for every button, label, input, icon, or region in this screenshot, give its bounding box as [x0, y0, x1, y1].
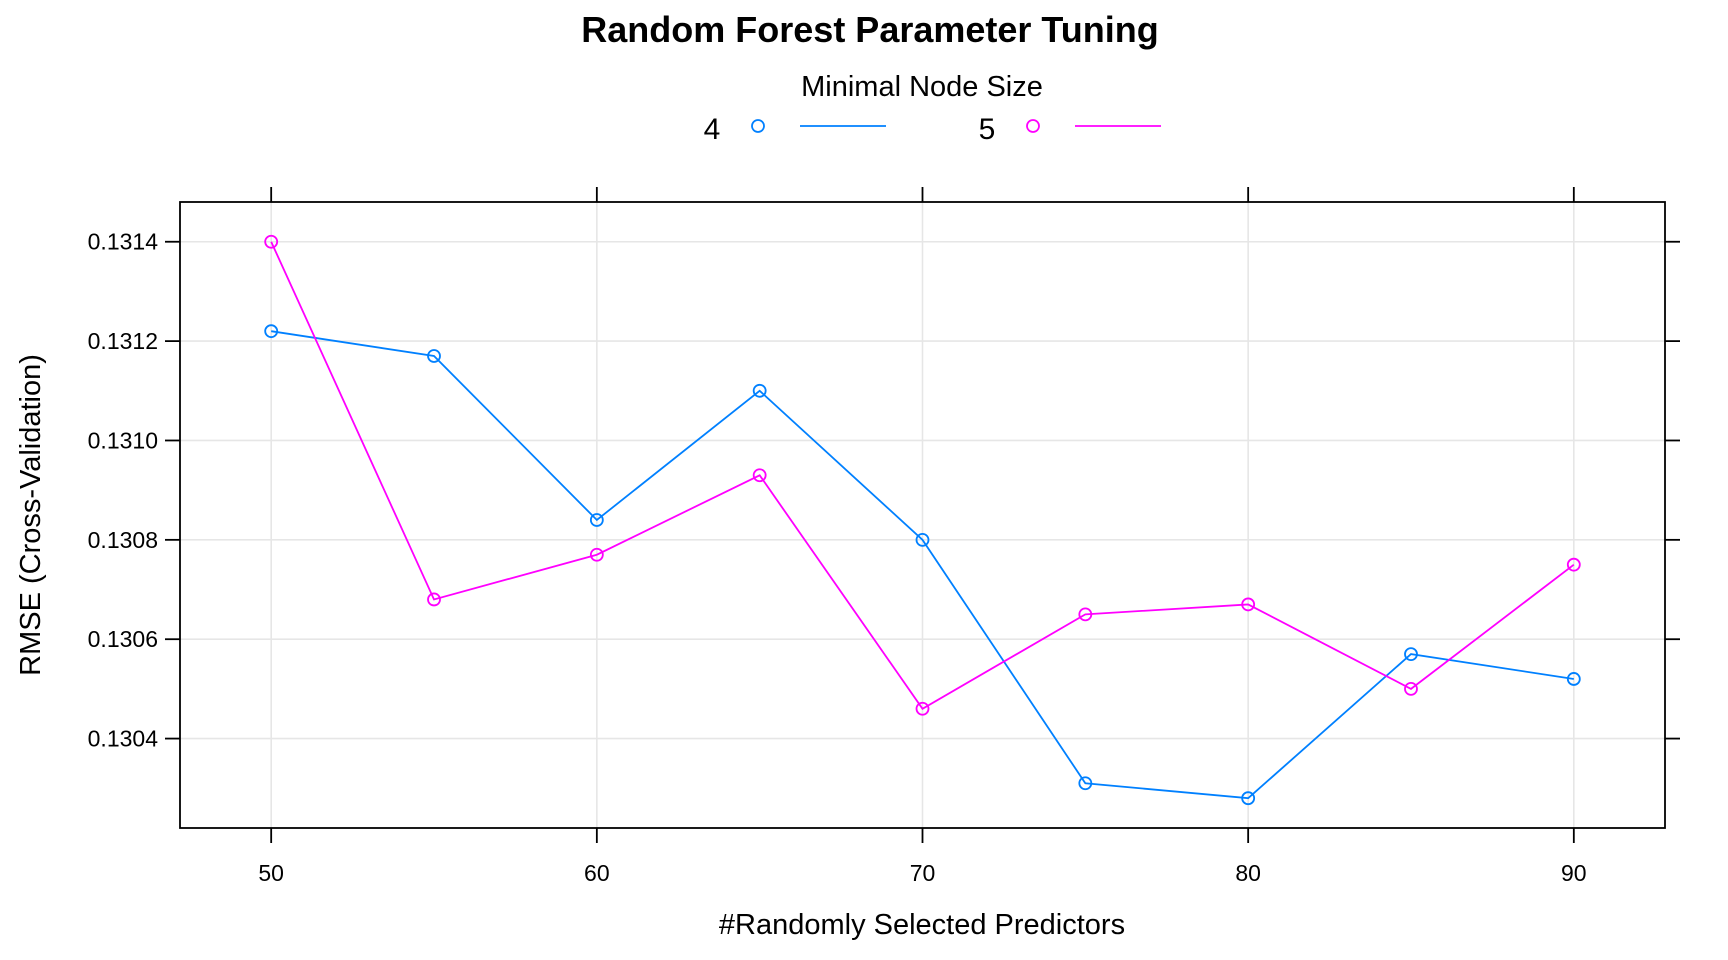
legend: Minimal Node Size 4 5: [704, 71, 1161, 146]
series-4-point: [1241, 791, 1256, 806]
legend-marker-4: [751, 119, 765, 133]
series-5-line: [270, 241, 1575, 710]
series-group: [264, 234, 1581, 806]
series-4-point: [1078, 776, 1093, 791]
y-tick-label: 0.1310: [88, 427, 158, 453]
x-tick-label: 80: [1235, 860, 1261, 886]
series-4-point: [1566, 672, 1581, 686]
legend-label-5: 5: [979, 113, 996, 146]
y-tick-label: 0.1304: [88, 726, 159, 752]
x-tick-label: 50: [258, 860, 284, 886]
x-tick-label: 70: [910, 860, 936, 886]
series-5-point: [264, 234, 279, 249]
y-tick-label: 0.1308: [88, 527, 158, 553]
series-4-point: [915, 532, 930, 547]
series-4-point: [1404, 647, 1418, 662]
series-5-point: [752, 468, 767, 483]
axis-ticks: [165, 187, 1680, 843]
chart-title: Random Forest Parameter Tuning: [581, 9, 1158, 50]
legend-title: Minimal Node Size: [801, 71, 1043, 103]
axis-tick-labels: 50 60 70 80 90 0.1304 0.1306 0.1308 0.1310 0.1312…: [88, 229, 1587, 886]
x-axis-label: #Randomly Selected Predictors: [719, 909, 1125, 941]
series-4-point: [427, 349, 441, 363]
series-4: [264, 324, 1581, 806]
y-axis-label: RMSE (Cross-Validation): [15, 354, 47, 676]
series-5-point: [1566, 557, 1581, 572]
series-4-point: [264, 324, 279, 339]
series-5-point: [915, 701, 930, 716]
series-5-point: [1404, 681, 1418, 696]
series-4-point: [752, 383, 767, 398]
grid: [180, 202, 1665, 828]
y-tick-label: 0.1312: [88, 328, 158, 354]
series-4-point: [589, 513, 604, 527]
legend-marker-5: [1026, 119, 1040, 133]
y-tick-label: 0.1314: [88, 229, 159, 255]
series-5-point: [1241, 597, 1256, 612]
series-5-point: [427, 592, 441, 607]
series-5: [264, 234, 1581, 716]
legend-label-4: 4: [704, 113, 721, 146]
series-5-point: [589, 547, 604, 562]
y-tick-label: 0.1306: [88, 626, 158, 652]
x-tick-label: 60: [584, 860, 610, 886]
series-5-point: [1078, 607, 1093, 622]
plot-frame: [179, 201, 1666, 829]
x-tick-label: 90: [1561, 860, 1587, 886]
series-4-line: [271, 330, 1574, 800]
